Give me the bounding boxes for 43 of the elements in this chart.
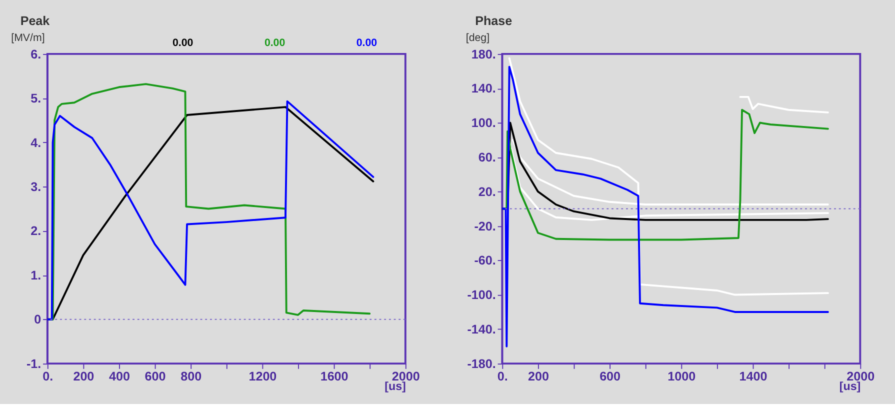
y-tick-label: 100. (471, 116, 496, 130)
y-tick-label: 4. (30, 136, 42, 150)
line-series (512, 139, 829, 206)
y-tick-label: -20. (474, 219, 496, 234)
x-tick-label: 0. (497, 370, 508, 384)
line-series (739, 96, 829, 114)
text: 0.00 (172, 37, 194, 50)
x-tick-label: 600 (144, 370, 166, 384)
y-tick-label: 1. (30, 268, 42, 282)
x-tick-label: 200 (528, 370, 549, 384)
x-tick-label: 1000 (668, 370, 696, 384)
y-tick-label: 5. (30, 92, 42, 106)
line-series (502, 66, 829, 348)
x-tick-label: 600 (600, 370, 621, 384)
chart-title: Phase (475, 14, 512, 28)
chart-title: Peak (20, 14, 50, 28)
y-tick-label: 0 (34, 312, 42, 327)
x-tick-label: 1200 (248, 370, 277, 384)
y-tick-label: -100. (467, 288, 496, 302)
x-tick-label: 1600 (320, 370, 348, 384)
x-tick-label: 1400 (739, 370, 768, 384)
y-tick-label: 60. (478, 150, 496, 165)
y-tick-label: 20. (478, 184, 496, 199)
line-series (508, 57, 829, 296)
x-axis-title: [us] (384, 380, 406, 394)
y-tick-label: -60. (474, 254, 496, 268)
y-tick-label: 180. (471, 47, 496, 62)
y-tick-label: -180. (467, 356, 496, 371)
x-tick-label: 0. (42, 370, 54, 384)
x-tick-label: 200 (73, 370, 94, 384)
x-axis-title: [us] (839, 380, 861, 394)
y-tick-label: -1. (26, 356, 42, 371)
y-tick-label: 2. (30, 224, 42, 238)
y-axis-title: [deg] (466, 32, 490, 44)
y-axis-title: [MV/m] (11, 32, 45, 44)
y-tick-label: 6. (30, 47, 42, 62)
text: 0.00 (356, 37, 378, 50)
y-tick-label: -140. (467, 322, 496, 337)
x-tick-label: 800 (180, 370, 202, 384)
y-tick-label: 3. (30, 180, 42, 194)
x-tick-label: 400 (109, 370, 130, 384)
y-tick-label: 140. (471, 82, 496, 96)
text: 0.00 (264, 37, 286, 50)
